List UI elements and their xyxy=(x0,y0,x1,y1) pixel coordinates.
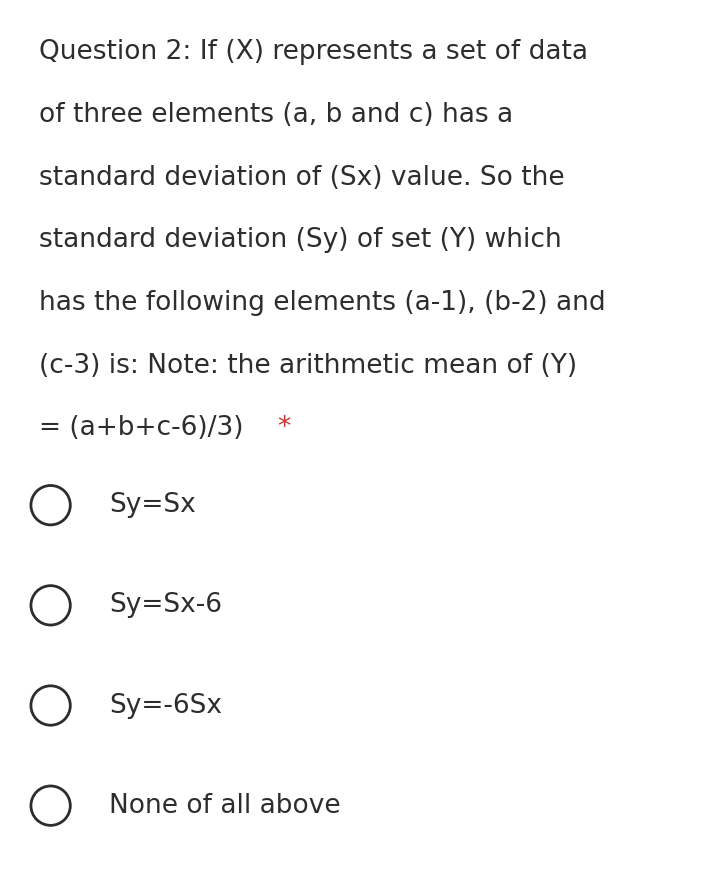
Text: = (a+b+c-6)/3): = (a+b+c-6)/3) xyxy=(39,415,243,442)
Text: has the following elements (a-1), (b-2) and: has the following elements (a-1), (b-2) … xyxy=(39,290,605,316)
Text: Sy=Sx-6: Sy=Sx-6 xyxy=(109,592,222,618)
Text: Sy=-6Sx: Sy=-6Sx xyxy=(109,692,222,719)
Text: (c-3) is: Note: the arithmetic mean of (Y): (c-3) is: Note: the arithmetic mean of (… xyxy=(39,353,576,379)
Text: Sy=Sx: Sy=Sx xyxy=(109,492,195,518)
Text: standard deviation (Sy) of set (Y) which: standard deviation (Sy) of set (Y) which xyxy=(39,227,562,253)
Text: Question 2: If (X) represents a set of data: Question 2: If (X) represents a set of d… xyxy=(39,39,588,65)
Text: standard deviation of (Sx) value. So the: standard deviation of (Sx) value. So the xyxy=(39,165,565,191)
Text: of three elements (a, b and c) has a: of three elements (a, b and c) has a xyxy=(39,102,512,128)
Text: None of all above: None of all above xyxy=(109,793,340,819)
Text: *: * xyxy=(278,415,291,442)
